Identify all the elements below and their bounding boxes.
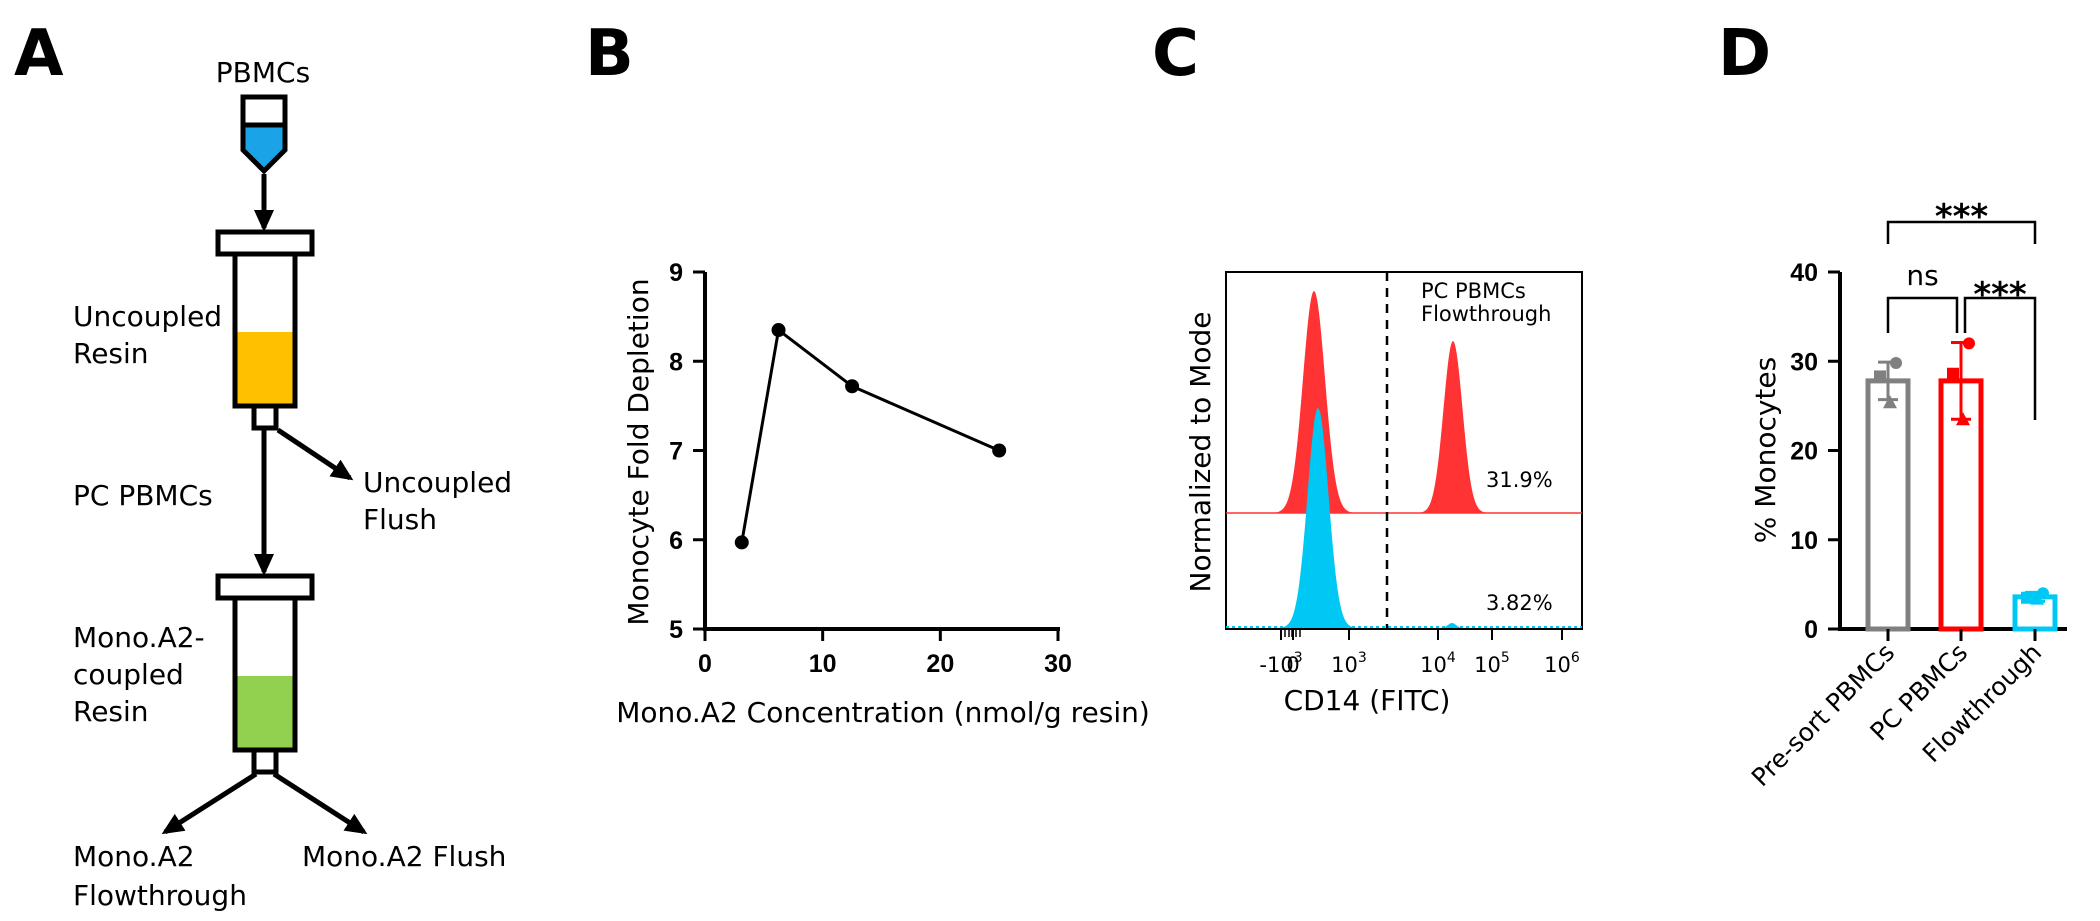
panel-a: A PBMCs Uncoupled Resin PC PBMCs Uncoupl… <box>14 17 512 912</box>
d-data-point <box>2030 591 2044 605</box>
d-y-tick-label: 30 <box>1790 348 1818 376</box>
out-right-label: Mono.A2 Flush <box>302 840 506 873</box>
c-x-tick-label: 106 <box>1544 650 1580 677</box>
out-left-line1: Mono.A2 <box>73 840 195 873</box>
pbmcs-label: PBMCs <box>216 56 310 89</box>
b-data-point <box>771 323 786 338</box>
out-left-line2: Flowthrough <box>73 879 247 912</box>
flush1-label-line2: Flush <box>363 503 437 536</box>
d-y-label: % Monocytes <box>1749 357 1782 543</box>
column1-label-line1: Uncoupled <box>73 300 222 333</box>
arrow-flush2 <box>272 771 368 835</box>
d-significance-label: *** <box>1973 275 2027 315</box>
b-y-tick-label: 8 <box>669 348 683 376</box>
c-x-tick-label: 105 <box>1474 650 1510 677</box>
d-data-point <box>2021 591 2033 604</box>
resin1-fill <box>237 332 293 404</box>
d-significance-bracket <box>1886 296 1959 333</box>
resin2-fill <box>237 676 293 748</box>
c-percent-pc-pbmcs: 31.9% <box>1486 468 1553 492</box>
pc-pbmcs-label: PC PBMCs <box>73 479 213 512</box>
b-data-point <box>734 535 749 550</box>
d-significance-label: ns <box>1906 259 1938 292</box>
b-x-label: Mono.A2 Concentration (nmol/g resin) <box>616 696 1150 729</box>
b-data-point <box>845 379 860 394</box>
d-data-point <box>1947 367 1959 380</box>
d-bar <box>1865 378 1911 632</box>
c-histogram-flowthrough <box>1226 408 1582 628</box>
b-x-tick-label: 30 <box>1044 650 1072 678</box>
d-y-tick-label: 10 <box>1790 527 1818 555</box>
panel-c: C PC PBMCs Flowthrough 31.9% 3.82% -1030… <box>1152 17 1583 717</box>
panel-label-d: D <box>1718 17 1771 91</box>
tube-icon <box>240 94 288 175</box>
d-significance-label: *** <box>1935 197 1989 237</box>
b-x-tick-label: 20 <box>926 650 954 678</box>
column2-label-line1: Mono.A2- <box>73 621 205 654</box>
c-x-tick-label: 104 <box>1420 650 1456 677</box>
d-y-tick-label: 0 <box>1804 616 1818 644</box>
panel-label-c: C <box>1152 17 1199 91</box>
d-data-point <box>1890 357 1902 370</box>
column2-label-line2: coupled <box>73 658 184 691</box>
b-data-point <box>992 443 1007 458</box>
d-y-tick-label: 40 <box>1790 259 1818 287</box>
panel-b: B 0 10 20 30 5 6 7 8 9 Mono.A2 Concentration (nm… <box>585 17 1150 729</box>
c-x-label: CD14 (FITC) <box>1284 684 1451 717</box>
column1-label-line2: Resin <box>73 337 149 370</box>
c-percent-flowthrough: 3.82% <box>1486 591 1553 615</box>
b-y-label: Monocyte Fold Depletion <box>622 278 655 625</box>
b-y-tick-label: 6 <box>669 527 683 555</box>
c-x-tick-label: 0 <box>1286 653 1299 677</box>
b-series-line <box>740 327 1000 543</box>
b-x-tick-label: 10 <box>809 650 837 678</box>
flush1-label-line1: Uncoupled <box>363 466 512 499</box>
tube-fill <box>240 122 288 175</box>
b-y-tick-label: 7 <box>669 438 683 466</box>
arrow-flowthrough <box>161 771 258 835</box>
d-significance-bracket <box>1963 296 2037 420</box>
b-x-tick-label: 0 <box>698 650 712 678</box>
d-data-point <box>2037 587 2049 600</box>
d-data-point <box>1883 395 1897 409</box>
c-x-tick-label: 103 <box>1331 650 1367 677</box>
arrow-flush1 <box>276 427 354 481</box>
column1-icon <box>215 229 315 431</box>
d-data-point <box>1963 337 1975 350</box>
d-y-tick-label: 20 <box>1790 438 1818 466</box>
panel-label-a: A <box>14 17 64 91</box>
d-significance-bracket <box>1886 220 2037 244</box>
panel-label-b: B <box>585 17 634 91</box>
column2-label-line3: Resin <box>73 695 149 728</box>
c-y-label: Normalized to Mode <box>1184 312 1217 593</box>
column2-icon <box>215 573 315 775</box>
c-legend-flowthrough: Flowthrough <box>1421 302 1551 326</box>
d-data-point <box>1874 370 1886 383</box>
b-y-tick-label: 5 <box>669 616 683 644</box>
d-data-point <box>1956 412 1970 426</box>
c-plot-frame <box>1225 271 1583 630</box>
b-y-tick-label: 9 <box>669 259 683 287</box>
c-legend-pc-pbmcs: PC PBMCs <box>1421 279 1526 303</box>
